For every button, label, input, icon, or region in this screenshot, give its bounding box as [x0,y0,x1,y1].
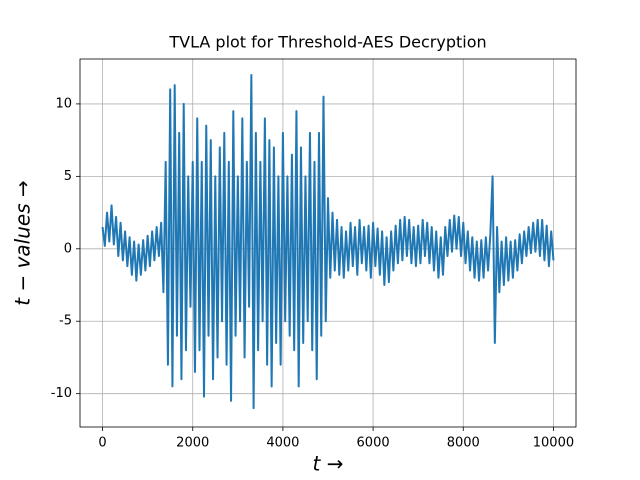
y-tick-label: -5 [59,314,72,329]
x-tick-label: 4000 [266,436,299,451]
x-tick-label: 2000 [176,436,209,451]
y-tick-label: 5 [64,169,72,184]
plot-frame [79,58,577,428]
y-tick-label: 0 [64,241,72,256]
x-tick-label: 6000 [357,436,390,451]
x-axis-label: t → [313,452,344,476]
x-tick-label: 10000 [533,436,574,451]
data-line [101,73,555,410]
y-tick-label: -10 [51,386,72,401]
y-axis-label: t − values → [11,180,35,305]
x-tick-label: 0 [98,436,106,451]
chart-title: TVLA plot for Threshold-AES Decryption [168,33,486,52]
x-tick-label: 8000 [447,436,480,451]
y-tick-label: 10 [55,96,72,111]
